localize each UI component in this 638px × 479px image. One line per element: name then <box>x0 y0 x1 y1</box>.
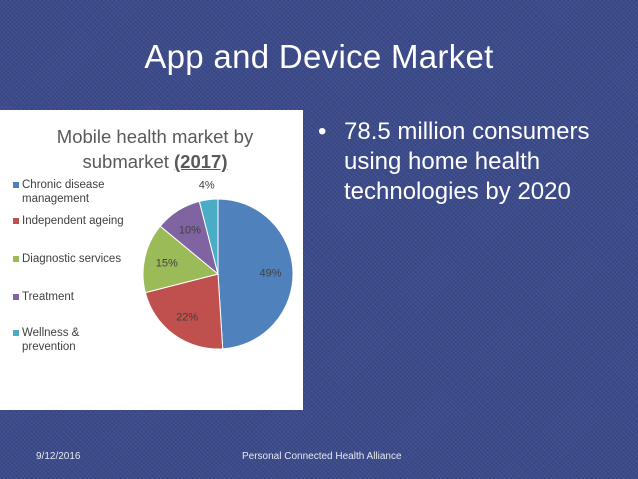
chart-panel: Mobile health market by submarket (2017)… <box>0 110 303 410</box>
footer-date: 9/12/2016 <box>36 451 81 462</box>
legend-swatch <box>13 256 19 262</box>
legend-label-line: Chronic disease <box>22 179 105 191</box>
legend-label-line: Treatment <box>22 291 74 303</box>
pie-slice-2 <box>144 273 224 350</box>
footer-organization: Personal Connected Health Alliance <box>242 451 402 462</box>
pie-data-label-5: 4% <box>199 180 215 192</box>
legend-label-line: Wellness & <box>22 327 80 339</box>
legend-swatch <box>13 330 19 336</box>
pie-slice-1 <box>217 198 294 350</box>
pie-data-label-4: 10% <box>179 225 201 237</box>
chart-title: Mobile health market by submarket (2017) <box>24 124 286 174</box>
bullet-dot-icon: • <box>318 118 327 145</box>
bullet-text: 78.5 million consumers using home health… <box>344 118 590 205</box>
chart-title-text: Mobile health market by submarket <box>56 126 254 172</box>
legend-label-line: Diagnostic services <box>22 253 122 265</box>
pie-data-label-3: 15% <box>156 258 178 270</box>
legend-label-line: Independent ageing <box>22 215 124 227</box>
legend-swatch <box>13 294 19 300</box>
legend-swatch <box>13 218 19 224</box>
chart-title-year: (2017) <box>174 151 228 172</box>
pie-slice-3 <box>142 225 220 294</box>
legend-label-line: prevention <box>22 341 76 353</box>
legend-swatch <box>13 182 19 188</box>
pie-chart: 49% 22% 15% 10% 4% <box>142 180 294 350</box>
pie-data-label-2: 22% <box>176 311 198 323</box>
legend-label-line: management <box>22 193 90 205</box>
pie-slice-5 <box>198 198 219 275</box>
pie-data-label-1: 49% <box>259 267 281 279</box>
slide-title: App and Device Market <box>144 38 494 75</box>
